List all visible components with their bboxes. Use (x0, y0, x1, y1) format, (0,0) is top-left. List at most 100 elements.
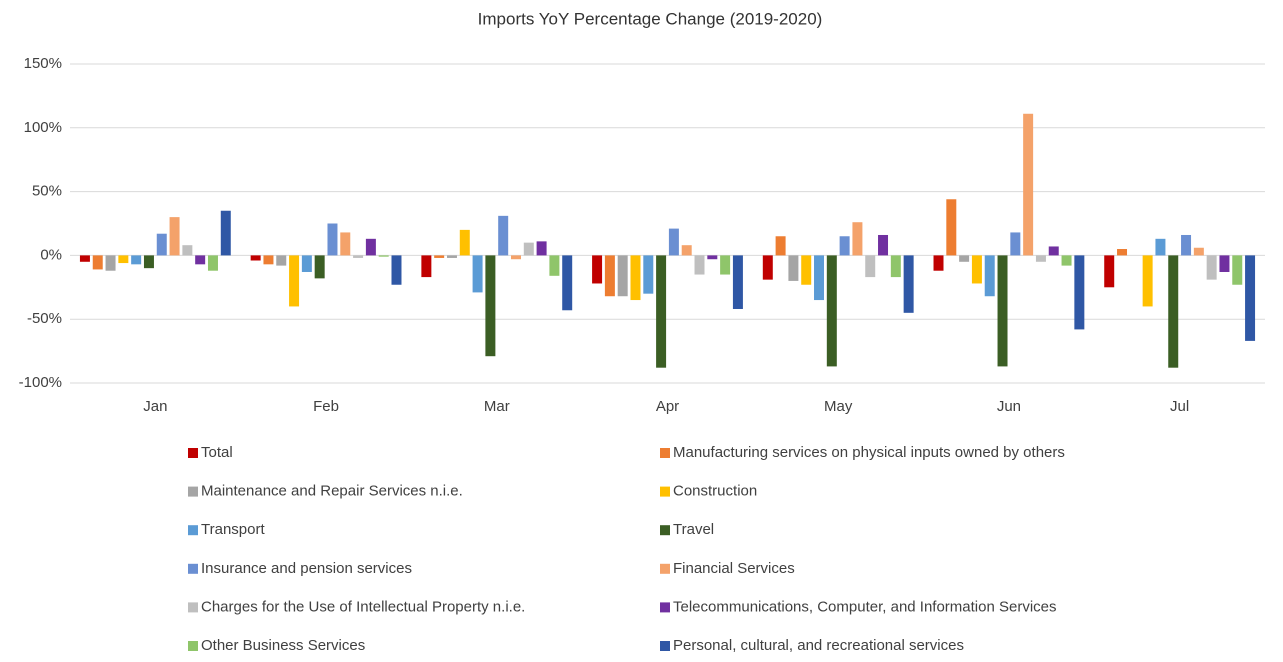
bar (353, 255, 364, 258)
bar (668, 228, 679, 256)
y-tick-label: 50% (32, 183, 62, 200)
bar (775, 236, 786, 256)
bar (1048, 246, 1059, 256)
bar (118, 255, 129, 264)
bar (1245, 255, 1256, 341)
legend-swatch (188, 525, 198, 536)
x-tick-label: Apr (656, 398, 679, 415)
legend-label: Manufacturing services on physical input… (673, 444, 1065, 461)
legend-label: Charges for the Use of Intellectual Prop… (201, 598, 525, 615)
bar (984, 255, 995, 297)
bar (865, 255, 876, 278)
bar (681, 245, 692, 256)
bar (1219, 255, 1230, 272)
legend-swatch (660, 563, 670, 574)
bar (1117, 249, 1128, 256)
bar (536, 241, 547, 256)
legend-label: Construction (673, 483, 757, 500)
legend-label: Transport (201, 521, 265, 538)
bar (839, 236, 850, 256)
bar (391, 255, 402, 285)
bar (604, 255, 615, 297)
bar (788, 255, 799, 281)
bar (250, 255, 261, 261)
bar (131, 255, 142, 265)
bar (762, 255, 773, 280)
bar (1010, 232, 1021, 256)
legend-label: Travel (673, 521, 714, 538)
bar (510, 255, 521, 260)
bar (276, 255, 287, 266)
bar (933, 255, 944, 271)
bar (1181, 234, 1192, 256)
bar (1023, 113, 1034, 256)
bar (959, 255, 970, 262)
y-tick-label: 100% (24, 119, 62, 136)
bar (105, 255, 116, 271)
bar (694, 255, 705, 275)
y-tick-label: 0% (40, 246, 62, 263)
bar (365, 238, 376, 256)
bar (1232, 255, 1243, 285)
legend-swatch (188, 563, 198, 574)
legend-swatch (660, 602, 670, 613)
bar (220, 210, 231, 256)
legend-label: Maintenance and Repair Services n.i.e. (201, 483, 463, 500)
x-tick-label: Mar (484, 398, 510, 415)
bar (143, 255, 154, 269)
bar (1193, 247, 1204, 256)
bar (903, 255, 914, 313)
legend-swatch (660, 525, 670, 536)
bar (485, 255, 496, 357)
y-tick-label: -100% (19, 374, 62, 391)
bar (1061, 255, 1072, 266)
bar (79, 255, 90, 262)
x-tick-label: Jan (143, 398, 167, 415)
legend-label: Total (201, 444, 233, 461)
bar (459, 229, 470, 256)
y-tick-label: 150% (24, 55, 62, 72)
legend-swatch (188, 486, 198, 497)
legend-swatch (660, 486, 670, 497)
bar (549, 255, 560, 276)
legend-swatch (660, 641, 670, 651)
legend-swatch (660, 448, 670, 458)
bar (1142, 255, 1153, 307)
bar (1035, 255, 1046, 262)
bar (852, 222, 863, 256)
legend-label: Personal, cultural, and recreational ser… (673, 637, 964, 654)
bar (472, 255, 483, 293)
legend-swatch (188, 602, 198, 613)
bar (301, 255, 312, 272)
bar (207, 255, 218, 271)
bar (946, 199, 957, 256)
bar (1074, 255, 1085, 330)
legend-label: Financial Services (673, 560, 795, 577)
bar (732, 255, 743, 309)
x-tick-label: Jul (1170, 398, 1189, 415)
bar (1155, 238, 1166, 256)
bar (592, 255, 603, 284)
bar (263, 255, 274, 265)
bar (314, 255, 325, 279)
bar (878, 234, 889, 256)
x-tick-label: May (824, 398, 853, 415)
bar (643, 255, 654, 294)
bar (890, 255, 901, 278)
bar (971, 255, 982, 284)
bar (826, 255, 837, 367)
bar (720, 255, 731, 275)
bar (434, 255, 445, 258)
bar (378, 255, 389, 257)
legend-swatch (188, 448, 198, 458)
legend-label: Insurance and pension services (201, 560, 412, 577)
bar (630, 255, 641, 301)
bar (814, 255, 825, 301)
bar (498, 215, 509, 256)
bar (562, 255, 573, 311)
bar (327, 223, 338, 256)
y-tick-label: -50% (27, 310, 62, 327)
legend-label: Other Business Services (201, 637, 365, 654)
bar (182, 245, 193, 256)
bar (801, 255, 812, 285)
